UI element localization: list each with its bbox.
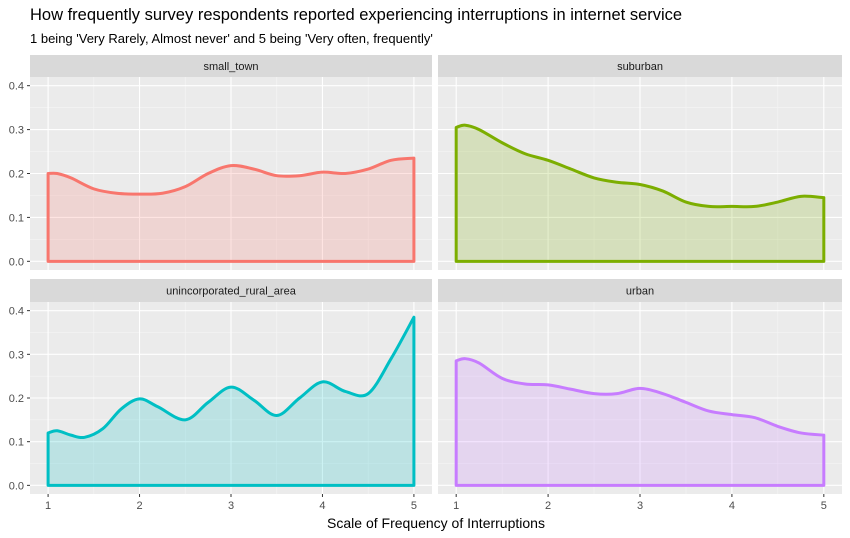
density-outline-unincorporated-rural-area <box>46 315 416 487</box>
x-tick-label: 2 <box>136 500 142 512</box>
x-tick-label: 5 <box>411 500 417 512</box>
y-tick-label: 0.2 <box>9 393 24 405</box>
density-area-small-town <box>48 158 414 262</box>
density-area-unincorporated-rural-area <box>48 317 414 486</box>
x-tick-label: 3 <box>228 500 234 512</box>
facet-strip-unincorporated-rural-area <box>30 279 432 302</box>
facet-label-urban: urban <box>626 286 654 298</box>
density-outline-suburban <box>454 123 826 263</box>
x-tick-label: 2 <box>545 500 551 512</box>
y-tick-label: 0.3 <box>9 349 24 361</box>
density-outline-urban <box>454 357 826 487</box>
x-tick-label: 3 <box>637 500 643 512</box>
chart-subtitle: 1 being 'Very Rarely, Almost never' and … <box>30 31 433 46</box>
density-area-urban <box>456 358 824 486</box>
x-axis-title: Scale of Frequency of Interruptions <box>327 515 545 531</box>
facet-panels: small_town 0.0 0.1 0.2 0.3 0.4 suburban unincor… <box>9 55 842 512</box>
y-tick-label: 0.0 <box>9 480 24 492</box>
y-tick-label: 0.3 <box>9 125 24 137</box>
y-tick-label: 0.0 <box>9 256 24 268</box>
density-outline-small-town <box>46 156 416 263</box>
y-tick-label: 0.1 <box>9 212 24 224</box>
y-tick-label: 0.4 <box>9 306 24 318</box>
facet-strip-urban <box>438 279 842 302</box>
x-tick-label: 4 <box>319 500 325 512</box>
y-tick-label: 0.1 <box>9 437 24 449</box>
x-tick-label: 1 <box>45 500 51 512</box>
density-area-suburban <box>456 125 824 262</box>
facet-strip-suburban <box>438 55 842 77</box>
facet-strip-small-town <box>30 55 432 77</box>
facet-label-suburban: suburban <box>617 61 663 73</box>
x-tick-label: 5 <box>821 500 827 512</box>
facet-label-unincorporated-rural-area: unincorporated_rural_area <box>166 286 297 298</box>
x-tick-label: 1 <box>453 500 459 512</box>
facet-label-small-town: small_town <box>203 61 258 73</box>
x-tick-label: 4 <box>729 500 735 512</box>
chart-title: How frequently survey respondents report… <box>30 6 683 24</box>
y-tick-label: 0.4 <box>9 81 24 93</box>
y-tick-label: 0.2 <box>9 169 24 181</box>
